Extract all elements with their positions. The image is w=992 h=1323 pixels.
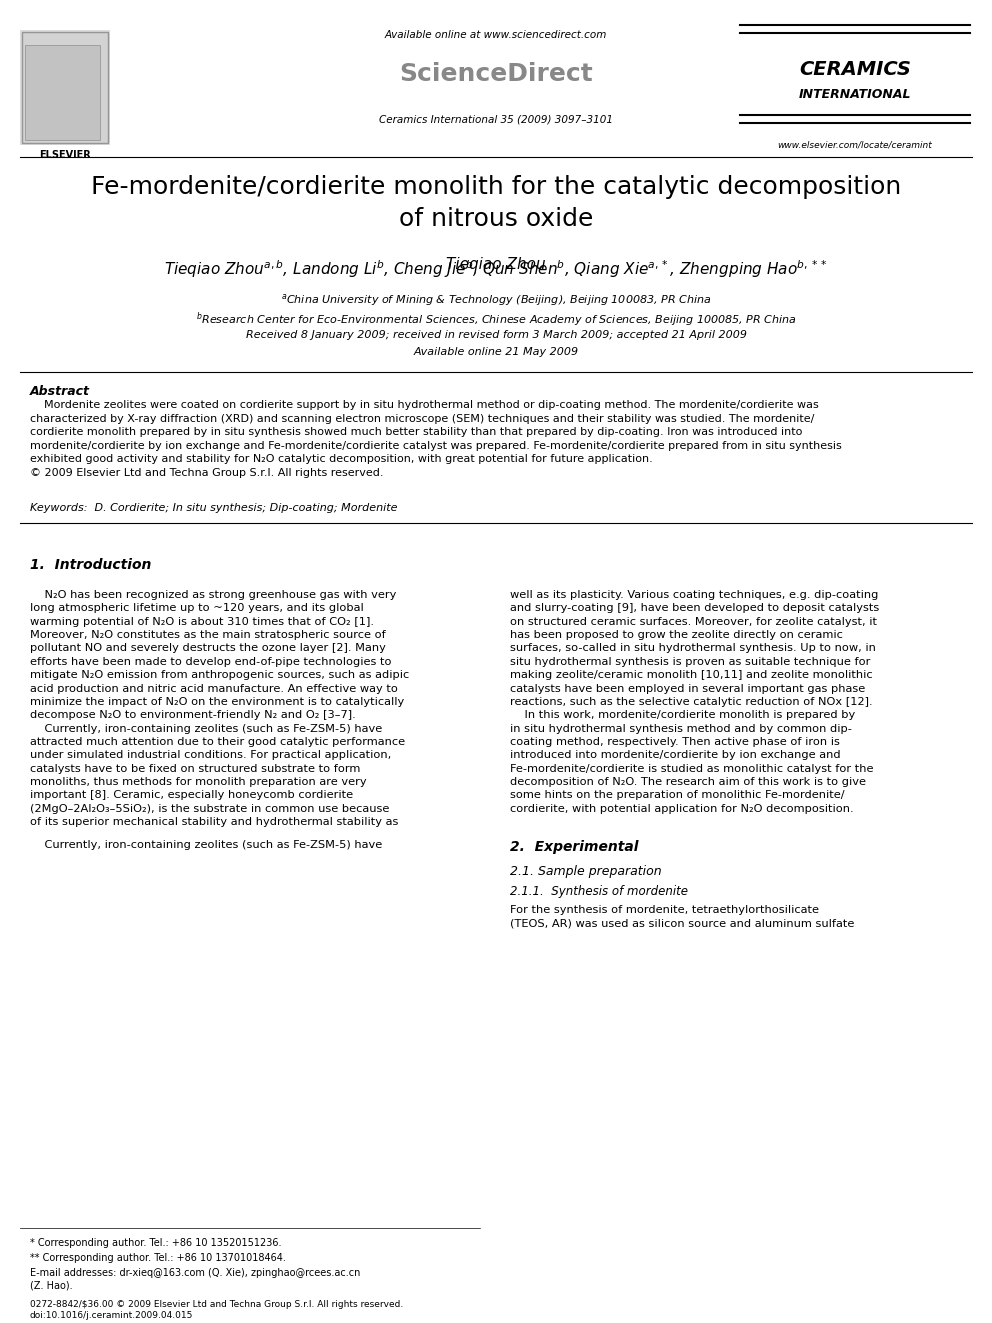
Text: Received 8 January 2009; received in revised form 3 March 2009; accepted 21 Apri: Received 8 January 2009; received in rev… bbox=[245, 329, 747, 340]
Text: INTERNATIONAL: INTERNATIONAL bbox=[799, 89, 912, 101]
Text: well as its plasticity. Various coating techniques, e.g. dip-coating
and slurry-: well as its plasticity. Various coating … bbox=[510, 590, 879, 814]
Text: Abstract: Abstract bbox=[30, 385, 90, 398]
Text: Available online at www.sciencedirect.com: Available online at www.sciencedirect.co… bbox=[385, 30, 607, 40]
Bar bbox=[22, 32, 108, 143]
Bar bbox=[20, 30, 110, 146]
Text: Fe-mordenite/cordierite monolith for the catalytic decomposition
of nitrous oxid: Fe-mordenite/cordierite monolith for the… bbox=[91, 175, 901, 230]
Text: 2.1. Sample preparation: 2.1. Sample preparation bbox=[510, 865, 662, 878]
Text: 2.1.1.  Synthesis of mordenite: 2.1.1. Synthesis of mordenite bbox=[510, 885, 688, 898]
Text: E-mail addresses: dr-xieq@163.com (Q. Xie), zpinghao@rcees.ac.cn
(Z. Hao).: E-mail addresses: dr-xieq@163.com (Q. Xi… bbox=[30, 1267, 360, 1290]
Text: 0272-8842/$36.00 © 2009 Elsevier Ltd and Techna Group S.r.l. All rights reserved: 0272-8842/$36.00 © 2009 Elsevier Ltd and… bbox=[30, 1301, 404, 1320]
Bar bbox=[25, 45, 100, 140]
Text: Mordenite zeolites were coated on cordierite support by in situ hydrothermal met: Mordenite zeolites were coated on cordie… bbox=[30, 400, 842, 478]
Text: 1.  Introduction: 1. Introduction bbox=[30, 558, 152, 572]
Text: ELSEVIER: ELSEVIER bbox=[39, 149, 91, 160]
Text: Ceramics International 35 (2009) 3097–3101: Ceramics International 35 (2009) 3097–31… bbox=[379, 115, 613, 124]
Text: ** Corresponding author. Tel.: +86 10 13701018464.: ** Corresponding author. Tel.: +86 10 13… bbox=[30, 1253, 286, 1263]
Text: Keywords:  D. Cordierite; In situ synthesis; Dip-coating; Mordenite: Keywords: D. Cordierite; In situ synthes… bbox=[30, 503, 398, 513]
Text: Currently, iron-containing zeolites (such as Fe-ZSM-5) have: Currently, iron-containing zeolites (suc… bbox=[30, 840, 382, 849]
Text: CERAMICS: CERAMICS bbox=[800, 60, 911, 79]
Text: Tieqiao Zhou$^{a,b}$, Landong Li$^{b}$, Cheng Jie$^{b}$, Qun Shen$^{b}$, Qiang X: Tieqiao Zhou$^{a,b}$, Landong Li$^{b}$, … bbox=[165, 258, 827, 279]
Text: $^{b}$Research Center for Eco-Environmental Sciences, Chinese Academy of Science: $^{b}$Research Center for Eco-Environmen… bbox=[195, 310, 797, 328]
Text: For the synthesis of mordenite, tetraethylorthosilicate
(TEOS, AR) was used as s: For the synthesis of mordenite, tetraeth… bbox=[510, 905, 854, 929]
Text: Tieqiao Zhou: Tieqiao Zhou bbox=[446, 257, 546, 273]
Text: 2.  Experimental: 2. Experimental bbox=[510, 840, 639, 855]
Text: www.elsevier.com/locate/ceramint: www.elsevier.com/locate/ceramint bbox=[778, 140, 932, 149]
Text: ScienceDirect: ScienceDirect bbox=[399, 62, 593, 86]
Text: * Corresponding author. Tel.: +86 10 13520151236.: * Corresponding author. Tel.: +86 10 135… bbox=[30, 1238, 282, 1248]
Text: Available online 21 May 2009: Available online 21 May 2009 bbox=[414, 347, 578, 357]
Text: $^{a}$China University of Mining & Technology (Beijing), Beijing 100083, PR Chin: $^{a}$China University of Mining & Techn… bbox=[281, 292, 711, 308]
Text: N₂O has been recognized as strong greenhouse gas with very
long atmospheric life: N₂O has been recognized as strong greenh… bbox=[30, 590, 410, 827]
